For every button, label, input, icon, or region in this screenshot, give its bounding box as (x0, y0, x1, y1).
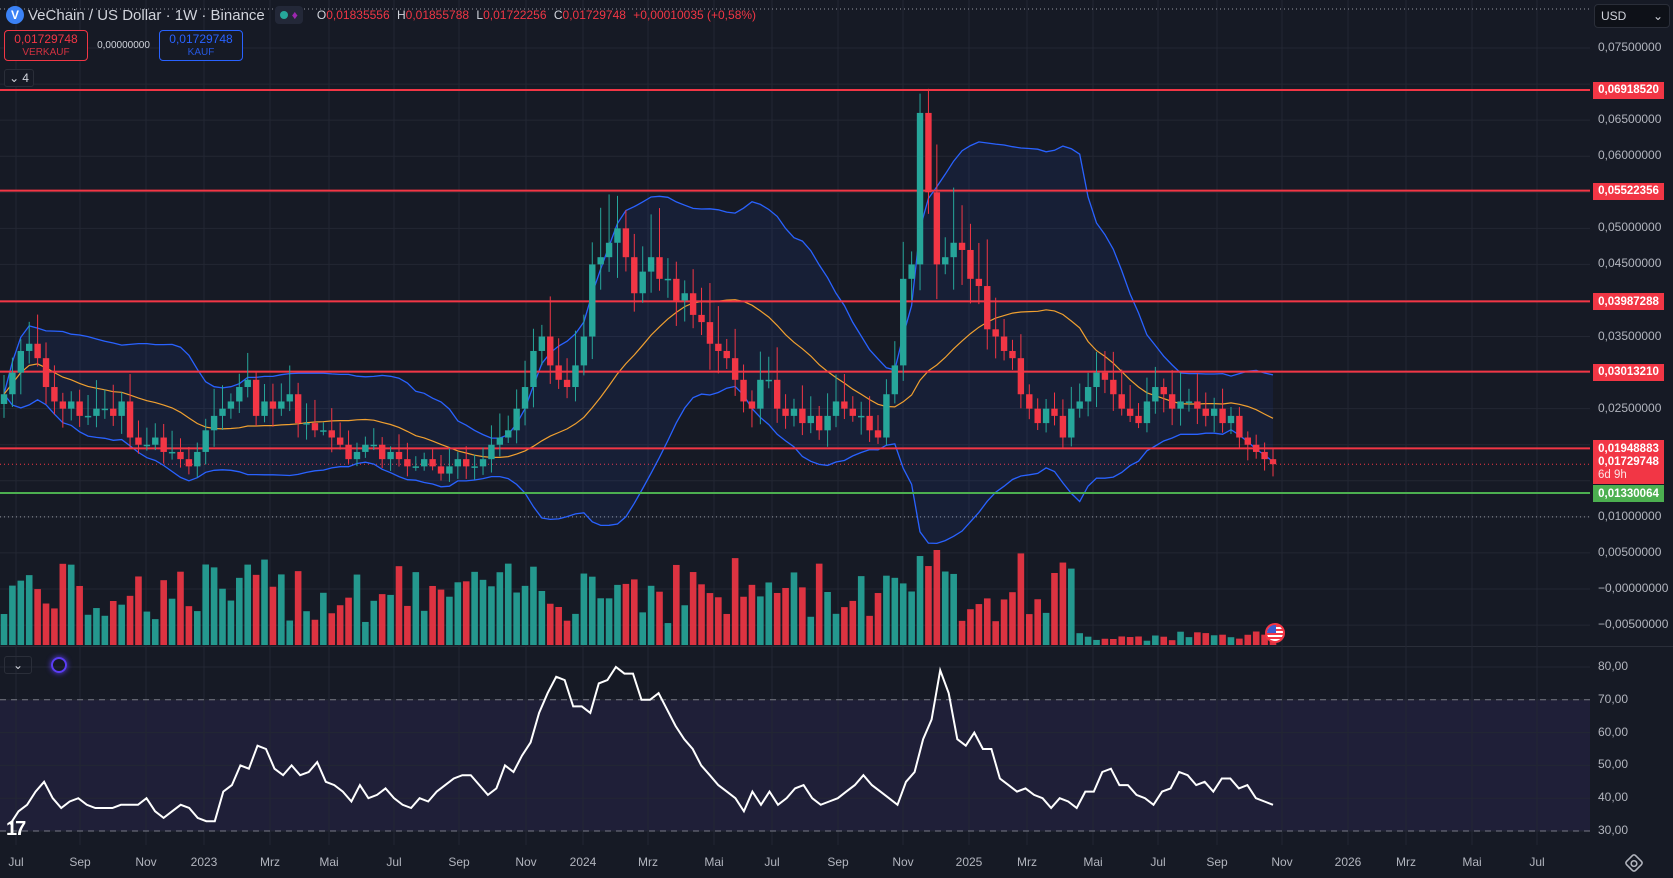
buy-label: KAUF (187, 46, 215, 58)
rsi-tick-label: 80,00 (1598, 659, 1629, 673)
time-tick-label: Mrz (1396, 855, 1416, 869)
price-tick-label: 0,06500000 (1598, 112, 1662, 127)
time-tick-label: Mai (319, 855, 339, 869)
currency-select[interactable]: USD ⌄ (1594, 4, 1670, 28)
bb-fill (4, 141, 1273, 544)
key-level-label: 0,01330064 (1593, 485, 1664, 503)
key-level-label: 0,06918520 (1593, 81, 1664, 99)
key-level-label: 0,03987288 (1593, 293, 1664, 311)
time-tick-label: 2023 (190, 855, 218, 869)
market-open-dot-icon (279, 11, 288, 19)
rsi-indicator-icon[interactable] (51, 657, 67, 673)
time-tick-label: Mai (1083, 855, 1103, 869)
buy-button[interactable]: 0,01729748 KAUF (159, 30, 243, 61)
rsi-tick-label: 60,00 (1598, 724, 1629, 739)
key-level-label: 0,03013210 (1593, 363, 1664, 381)
price-tick-label: −0,00500000 (1598, 617, 1669, 632)
price-tick-label: −0,00000000 (1598, 581, 1669, 595)
time-tick-label: Sep (827, 855, 849, 869)
legend-badges[interactable]: ♦ (274, 6, 303, 24)
low-value: 0,01722256 (483, 8, 547, 22)
us-flag-event-icon[interactable] (1265, 623, 1285, 643)
sell-button[interactable]: 0,01729748 VERKAUF (4, 30, 88, 61)
rsi-tick-label: 50,00 (1598, 757, 1629, 772)
time-tick-label: Sep (69, 855, 91, 869)
time-tick-label: 2025 (955, 855, 983, 869)
rsi-line (9, 665, 1274, 825)
key-level-label: 0,01948883 (1593, 440, 1664, 458)
trade-panel: 0,01729748 VERKAUF 0,00000000 0,01729748… (4, 30, 243, 61)
time-tick-label: Jul (386, 855, 402, 869)
time-tick-label: Sep (448, 855, 470, 869)
time-tick-label: Mai (1462, 855, 1482, 869)
change-value: +0,00010035 (+0,58%) (633, 8, 757, 22)
indicators-collapse-button[interactable]: ⌄ 4 (4, 69, 34, 87)
symbol-legend: V VeChain / US Dollar · 1W · Binance ♦ O… (6, 5, 756, 25)
chevron-down-icon: ⌄ (9, 71, 20, 85)
ohlc-values: O0,01835556 H0,01855788 L0,01722256 C0,0… (313, 8, 756, 22)
time-tick-label: Nov (892, 855, 914, 869)
price-tick-label: 0,03500000 (1598, 328, 1662, 343)
buy-price: 0,01729748 (169, 31, 233, 46)
sell-label: VERKAUF (22, 46, 70, 58)
time-tick-label: Nov (515, 855, 537, 869)
tradingview-logo-icon[interactable]: 17 (6, 818, 26, 840)
price-tick-label: 0,01000000 (1598, 508, 1662, 523)
time-tick-label: Mai (704, 855, 724, 869)
time-tick-label: Mrz (1017, 855, 1037, 869)
time-tick-label: Jul (764, 855, 780, 869)
high-value: 0,01855788 (405, 8, 470, 22)
price-tick-label: 0,05000000 (1598, 220, 1662, 235)
rsi-tick-label: 40,00 (1598, 790, 1629, 805)
close-key: C (553, 8, 563, 22)
price-tick-label: 0,04500000 (1598, 256, 1662, 271)
low-key: L (476, 8, 484, 22)
share-icon[interactable]: ♦ (291, 8, 298, 22)
open-value: 0,01835556 (326, 8, 390, 22)
time-tick-label: 2024 (569, 855, 597, 869)
time-tick-label: Jul (8, 855, 24, 869)
time-tick-label: Nov (1271, 855, 1293, 869)
candles (0, 88, 1277, 482)
spread-value: 0,00000000 (97, 40, 150, 51)
time-tick-label: Mrz (260, 855, 280, 869)
key-level-label: 0,05522356 (1593, 182, 1664, 200)
rsi-collapse-button[interactable]: ⌄ (4, 656, 32, 674)
chevron-down-icon: ⌄ (1652, 9, 1663, 23)
time-tick-label: Sep (1206, 855, 1228, 869)
bb-lower (3, 385, 1274, 545)
time-tick-label: 2026 (1334, 855, 1362, 869)
vechain-logo-icon: V (6, 6, 24, 24)
bb-upper (3, 141, 1274, 439)
time-tick-label: Mrz (638, 855, 658, 869)
symbol-title[interactable]: VeChain / US Dollar · 1W · Binance (28, 6, 265, 24)
time-tick-label: Jul (1150, 855, 1166, 869)
currency-value: USD (1601, 9, 1627, 23)
high-key: H (396, 8, 406, 22)
price-tick-label: 0,00500000 (1598, 544, 1662, 559)
price-tick-label: 0,06000000 (1598, 148, 1662, 163)
volume-bars (0, 550, 1277, 645)
indicator-count: 4 (22, 71, 29, 85)
current-price-label: 0,01729748 6d 9h (1593, 454, 1664, 485)
rsi-tick-label: 30,00 (1598, 823, 1629, 837)
rsi-tick-label: 70,00 (1598, 691, 1629, 706)
price-tick-label: 0,07500000 (1598, 40, 1662, 54)
open-key: O (316, 8, 327, 22)
time-tick-label: Jul (1529, 855, 1545, 869)
chevron-down-icon: ⌄ (12, 658, 24, 672)
sell-price: 0,01729748 (14, 31, 78, 46)
close-value: 0,01729748 (562, 8, 626, 22)
time-tick-label: Nov (135, 855, 157, 869)
price-tick-label: 0,02500000 (1598, 400, 1662, 415)
